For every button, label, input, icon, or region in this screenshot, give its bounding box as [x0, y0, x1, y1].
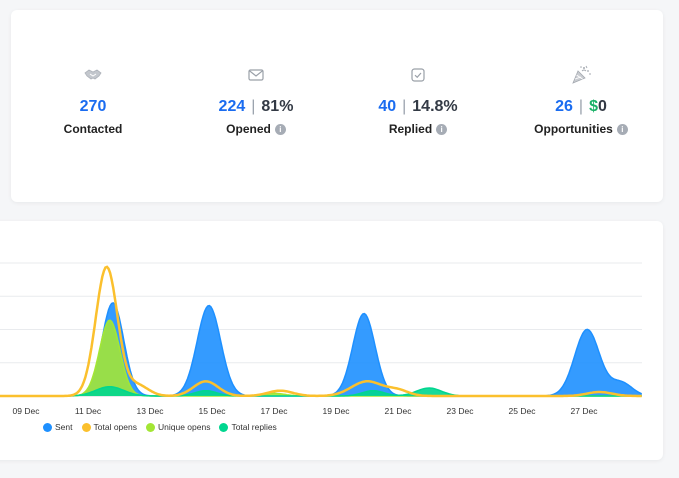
legend-item[interactable]: Unique opens: [145, 422, 211, 432]
chart-card: 09 Dec 11 Dec 13 Dec 15 Dec 17 Dec 19 Dec 21 D…: [0, 221, 663, 460]
info-icon[interactable]: i: [616, 123, 628, 135]
chart-areas: [0, 265, 643, 398]
opportunities-count: 26: [555, 98, 573, 115]
series-area-sent: [0, 302, 642, 396]
legend-item[interactable]: Total replies: [219, 422, 277, 432]
replied-label: Replied: [388, 122, 433, 136]
envelope-icon: [176, 65, 336, 85]
legend-label: Sent: [55, 422, 73, 432]
opened-separator: |: [251, 98, 256, 115]
replied-count: 40: [378, 98, 397, 115]
opened-label: Opened: [226, 122, 271, 136]
stats-card: 270 Contacted 224 | 81% Opened i 40 | 14.8%: [11, 10, 663, 202]
replied-separator: |: [402, 98, 407, 115]
replied-percent: 14.8%: [412, 98, 458, 115]
info-icon[interactable]: i: [274, 123, 286, 135]
opened-count: 224: [218, 98, 246, 115]
x-axis-ticks: 09 Dec 11 Dec 13 Dec 15 Dec 17 Dec 19 Dec 21 D…: [13, 406, 599, 416]
chart-legend: Sent Total opens Unique opens Total replies: [43, 422, 277, 432]
info-icon[interactable]: i: [436, 123, 448, 135]
x-tick-label: 09 Dec: [13, 406, 41, 416]
legend-dot: [145, 422, 155, 432]
x-tick-label: 27 Dec: [571, 406, 599, 416]
opportunities-separator: |: [578, 98, 584, 115]
legend-item[interactable]: Sent: [43, 422, 73, 432]
x-tick-label: 21 Dec: [385, 406, 413, 416]
stat-replied: 40 | 14.8% Replied i: [338, 65, 498, 136]
x-tick-label: 15 Dec: [199, 406, 227, 416]
x-tick-label: 11 Dec: [75, 406, 102, 416]
stat-opened: 224 | 81% Opened i: [176, 65, 336, 136]
opportunities-value: 0: [597, 98, 607, 115]
x-tick-label: 23 Dec: [447, 406, 475, 416]
opportunities-currency: $: [589, 98, 598, 115]
handshake-icon: [13, 65, 173, 85]
stat-opportunities: 26 | $0 Opportunities i: [501, 65, 661, 136]
legend-dot: [219, 422, 229, 432]
legend-dot: [81, 422, 91, 432]
opportunities-label: Opportunities: [534, 122, 613, 136]
legend-dot: [43, 422, 52, 432]
legend-label: Unique opens: [157, 422, 211, 432]
contacted-count: 270: [79, 98, 107, 115]
activity-chart: 09 Dec 11 Dec 13 Dec 15 Dec 17 Dec 19 Dec 21 D…: [0, 262, 643, 416]
reply-check-icon: [338, 65, 498, 85]
series-line-total-opens: [0, 265, 642, 398]
opened-percent: 81%: [261, 98, 294, 115]
stat-contacted: 270 Contacted: [13, 65, 173, 136]
series-area-unique-opens: [0, 320, 642, 396]
party-popper-icon: [501, 65, 661, 85]
x-tick-label: 17 Dec: [261, 406, 289, 416]
legend-label: Total opens: [93, 422, 137, 432]
contacted-label: Contacted: [63, 122, 123, 136]
legend-label: Total replies: [231, 422, 277, 432]
x-tick-label: 25 Dec: [509, 406, 537, 416]
x-tick-label: 19 Dec: [323, 406, 351, 416]
legend-item[interactable]: Total opens: [81, 422, 137, 432]
x-tick-label: 13 Dec: [137, 406, 165, 416]
